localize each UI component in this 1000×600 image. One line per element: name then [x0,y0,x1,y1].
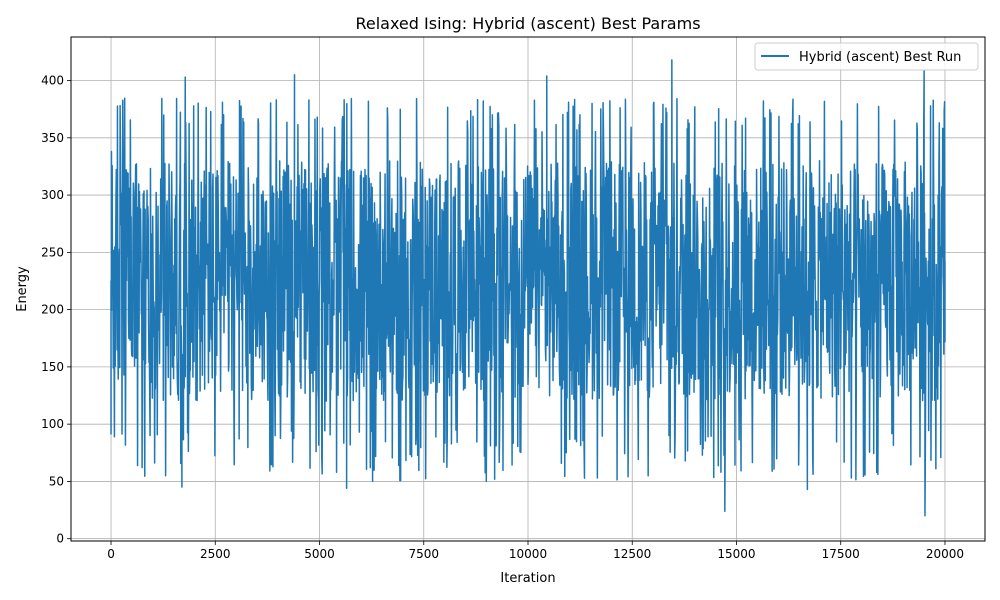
y-tick-label: 50 [49,474,64,488]
y-tick-label: 350 [41,131,64,145]
legend: Hybrid (ascent) Best Run [754,42,979,71]
y-tick-label: 0 [56,532,64,546]
legend-box [754,42,979,71]
y-tick-label: 150 [41,360,64,374]
axis-ticks: 0 2500 5000 7500 10000 12500 15000 17500 20000 0 5… [41,74,964,561]
series-line [110,59,946,517]
x-tick-label: 10000 [509,547,547,561]
x-tick-label: 0 [107,547,115,561]
x-tick-label: 20000 [926,547,964,561]
y-tick-label: 300 [41,188,64,202]
x-tick-label: 5000 [304,547,335,561]
y-tick-label: 250 [41,245,64,259]
x-tick-label: 7500 [408,547,439,561]
legend-label: Hybrid (ascent) Best Run [799,50,961,65]
y-tick-label: 400 [41,74,64,88]
x-tick-label: 12500 [613,547,651,561]
series-layer [110,59,946,517]
y-axis-title: Energy [15,266,30,312]
x-tick-label: 2500 [200,547,231,561]
x-tick-label: 17500 [822,547,860,561]
x-axis-title: Iteration [500,571,555,586]
y-tick-label: 200 [41,303,64,317]
y-tick-label: 100 [41,417,64,431]
x-tick-label: 15000 [717,547,755,561]
chart-title: Relaxed Ising: Hybrid (ascent) Best Para… [355,14,700,33]
